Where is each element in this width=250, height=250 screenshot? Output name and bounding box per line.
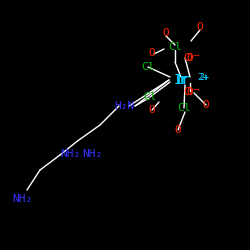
- Text: Ir: Ir: [174, 73, 190, 87]
- Text: O: O: [174, 125, 182, 135]
- Text: O: O: [186, 53, 194, 63]
- Text: NH₂: NH₂: [82, 149, 102, 159]
- Text: Cl: Cl: [168, 42, 182, 52]
- Text: O: O: [184, 53, 192, 63]
- Text: ⁻: ⁻: [190, 54, 195, 62]
- Text: Ir: Ir: [176, 73, 188, 87]
- Text: NH₂: NH₂: [60, 149, 80, 159]
- Text: 2+: 2+: [197, 72, 209, 82]
- Text: O: O: [202, 100, 209, 110]
- Text: −: −: [192, 85, 200, 94]
- Text: O: O: [196, 22, 203, 32]
- Text: O: O: [148, 48, 156, 58]
- Text: O: O: [184, 87, 192, 97]
- Text: NH₂: NH₂: [12, 194, 32, 204]
- Text: 2+: 2+: [199, 72, 209, 82]
- Text: Cl: Cl: [141, 62, 155, 72]
- Text: Cl: Cl: [143, 92, 157, 102]
- Text: ⁻: ⁻: [196, 88, 201, 96]
- Text: −: −: [192, 51, 200, 60]
- Text: O: O: [186, 87, 194, 97]
- Text: O: O: [162, 28, 170, 38]
- Text: O: O: [148, 105, 156, 115]
- Text: Cl: Cl: [177, 103, 191, 113]
- Text: H₂N: H₂N: [114, 101, 134, 111]
